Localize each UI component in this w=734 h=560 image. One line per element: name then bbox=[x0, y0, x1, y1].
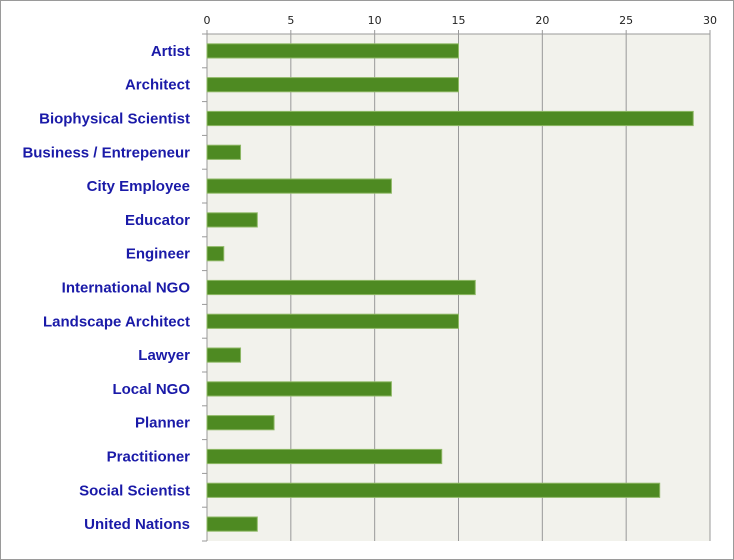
bar bbox=[206, 415, 275, 431]
category-label: Architect bbox=[125, 77, 190, 94]
category-label: Planner bbox=[135, 415, 190, 432]
category-label: International NGO bbox=[62, 280, 191, 297]
bar bbox=[206, 279, 476, 296]
category-label: United Nations bbox=[84, 516, 190, 533]
bar bbox=[206, 482, 661, 498]
x-tick-label: 30 bbox=[703, 14, 717, 27]
category-label: Local NGO bbox=[112, 381, 190, 398]
bar bbox=[206, 212, 258, 228]
category-label: Practitioner bbox=[107, 449, 191, 466]
bar bbox=[206, 43, 459, 59]
bar bbox=[206, 516, 258, 532]
bar bbox=[206, 246, 225, 262]
bar bbox=[206, 381, 392, 397]
category-label: Biophysical Scientist bbox=[39, 111, 190, 128]
x-tick-label: 15 bbox=[452, 14, 466, 27]
bar bbox=[206, 448, 443, 465]
bar bbox=[206, 110, 694, 127]
category-label: Social Scientist bbox=[79, 482, 190, 499]
x-tick-label: 0 bbox=[204, 14, 211, 27]
category-label: Business / Entrepeneur bbox=[22, 144, 190, 161]
bar bbox=[206, 144, 242, 160]
category-label: Artist bbox=[151, 43, 190, 60]
category-label: Landscape Architect bbox=[43, 313, 190, 330]
category-label: Engineer bbox=[126, 246, 190, 263]
x-tick-label: 25 bbox=[619, 14, 633, 27]
category-label: Educator bbox=[125, 212, 190, 229]
bar bbox=[206, 313, 459, 329]
x-tick-label: 5 bbox=[287, 14, 294, 27]
bar bbox=[206, 77, 459, 93]
category-label: Lawyer bbox=[138, 347, 190, 364]
bar bbox=[206, 347, 242, 363]
category-label: City Employee bbox=[87, 178, 190, 195]
bar bbox=[206, 178, 392, 194]
x-tick-label: 10 bbox=[368, 14, 382, 27]
x-tick-label: 20 bbox=[535, 14, 549, 27]
